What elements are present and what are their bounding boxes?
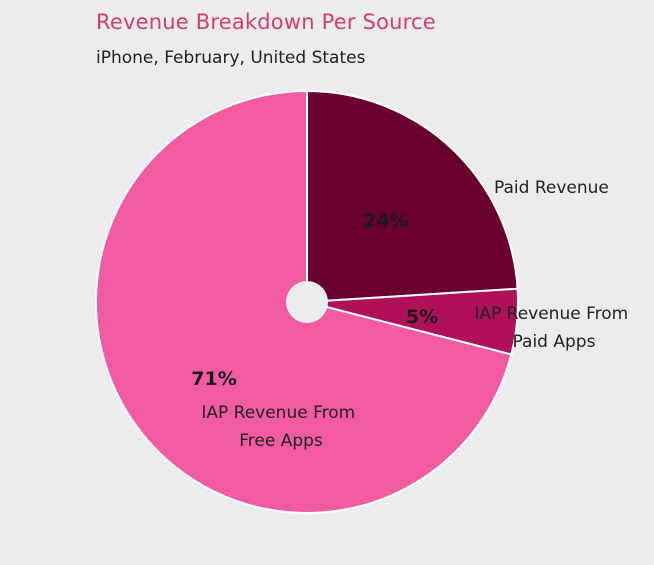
slice-value-label-paid-revenue: 24% <box>363 210 408 232</box>
slice-paid-revenue <box>306 89 519 304</box>
chart-subtitle: iPhone, February, United States <box>96 48 366 68</box>
center-hole <box>286 281 328 323</box>
slice-label-iap-free-apps: IAP Revenue From Free Apps <box>201 403 360 451</box>
slice-label-paid-revenue: Paid Revenue <box>494 178 609 198</box>
chart-title: Revenue Breakdown Per Source <box>96 10 436 34</box>
slice-value-label-iap-paid-apps: 5% <box>406 306 438 328</box>
slice-label-iap-paid-apps: IAP Revenue From Paid Apps <box>474 304 633 352</box>
slice-value-label-iap-free-apps: 71% <box>191 368 236 390</box>
